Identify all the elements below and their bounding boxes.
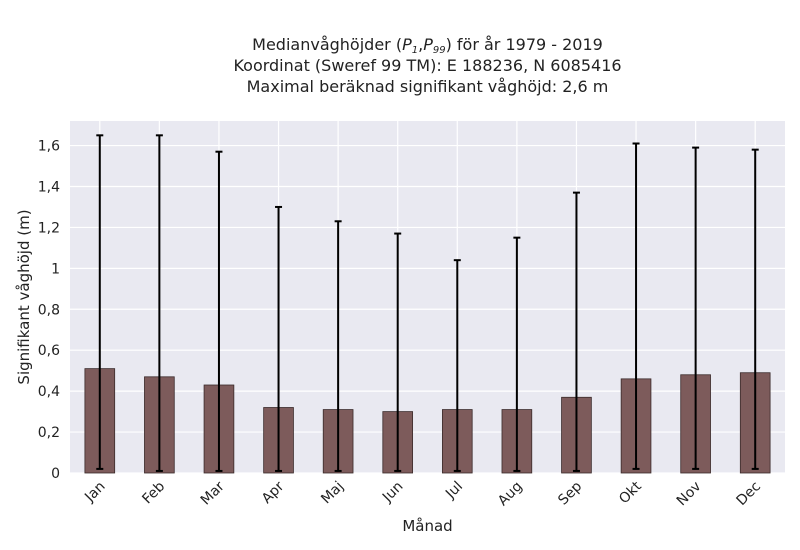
- x-tick-label: Jun: [379, 479, 406, 506]
- x-tick-label: Mar: [198, 478, 228, 508]
- p99-symbol: P99: [423, 35, 446, 56]
- y-tick-label: 0,4: [38, 384, 60, 400]
- p1-symbol: P1: [402, 35, 419, 56]
- x-tick-label: Jan: [81, 479, 108, 506]
- error-bar-aug: [513, 236, 521, 472]
- error-bar-jun: [394, 232, 402, 472]
- y-tick-label: 1,4: [38, 179, 60, 195]
- x-tick-label: Maj: [318, 479, 347, 508]
- error-bar-jul: [453, 259, 461, 472]
- x-tick-label: Jul: [442, 479, 466, 503]
- error-bar-maj: [334, 220, 342, 472]
- error-bar-jan: [96, 134, 104, 470]
- error-bar-okt: [632, 142, 640, 470]
- y-tick-label: 0,6: [38, 343, 60, 359]
- x-tick-label: Aug: [495, 479, 526, 510]
- plot-area: [70, 121, 785, 473]
- chart-title: Medianvåghöjder (P1,P99) för år 1979 - 2…: [70, 34, 785, 97]
- x-tick-label: Sep: [555, 478, 585, 508]
- x-tick-label: Apr: [259, 478, 288, 507]
- x-tick-label: Feb: [139, 478, 168, 507]
- error-bar-mar: [215, 150, 223, 472]
- chart-title-line-2: Koordinat (Sweref 99 TM): E 188236, N 60…: [233, 56, 622, 75]
- chart-title-line-3: Maximal beräknad signifikant våghöjd: 2,…: [246, 77, 609, 96]
- error-bars: [96, 134, 759, 472]
- y-axis-ticks: 0 0,2 0,4 0,6 0,8 1 1,2 1,4 1,6: [38, 139, 60, 482]
- x-axis-ticks: Jan Feb Mar Apr Maj Jun Jul Aug Sep Okt Nov Dec: [81, 478, 764, 509]
- y-axis-label: Signifikant våghöjd (m): [15, 209, 33, 384]
- error-bar-nov: [692, 146, 700, 470]
- y-tick-label: 0: [51, 466, 60, 482]
- y-tick-label: 1,6: [38, 139, 60, 155]
- y-tick-label: 0,8: [38, 302, 60, 318]
- error-bar-feb: [155, 134, 163, 472]
- x-tick-label: Dec: [734, 479, 764, 509]
- y-tick-label: 1: [51, 261, 60, 277]
- error-bar-apr: [275, 205, 283, 472]
- y-tick-label: 1,2: [38, 220, 60, 236]
- x-tick-label: Nov: [674, 479, 705, 510]
- x-tick-label: Okt: [616, 478, 645, 507]
- error-bar-sep: [572, 191, 580, 472]
- y-tick-label: 0,2: [38, 425, 60, 441]
- error-bar-dec: [751, 148, 759, 470]
- x-axis-label: Månad: [402, 517, 452, 535]
- chart-title-line-1: Medianvåghöjder (P1,P99) för år 1979 - 2…: [252, 35, 603, 56]
